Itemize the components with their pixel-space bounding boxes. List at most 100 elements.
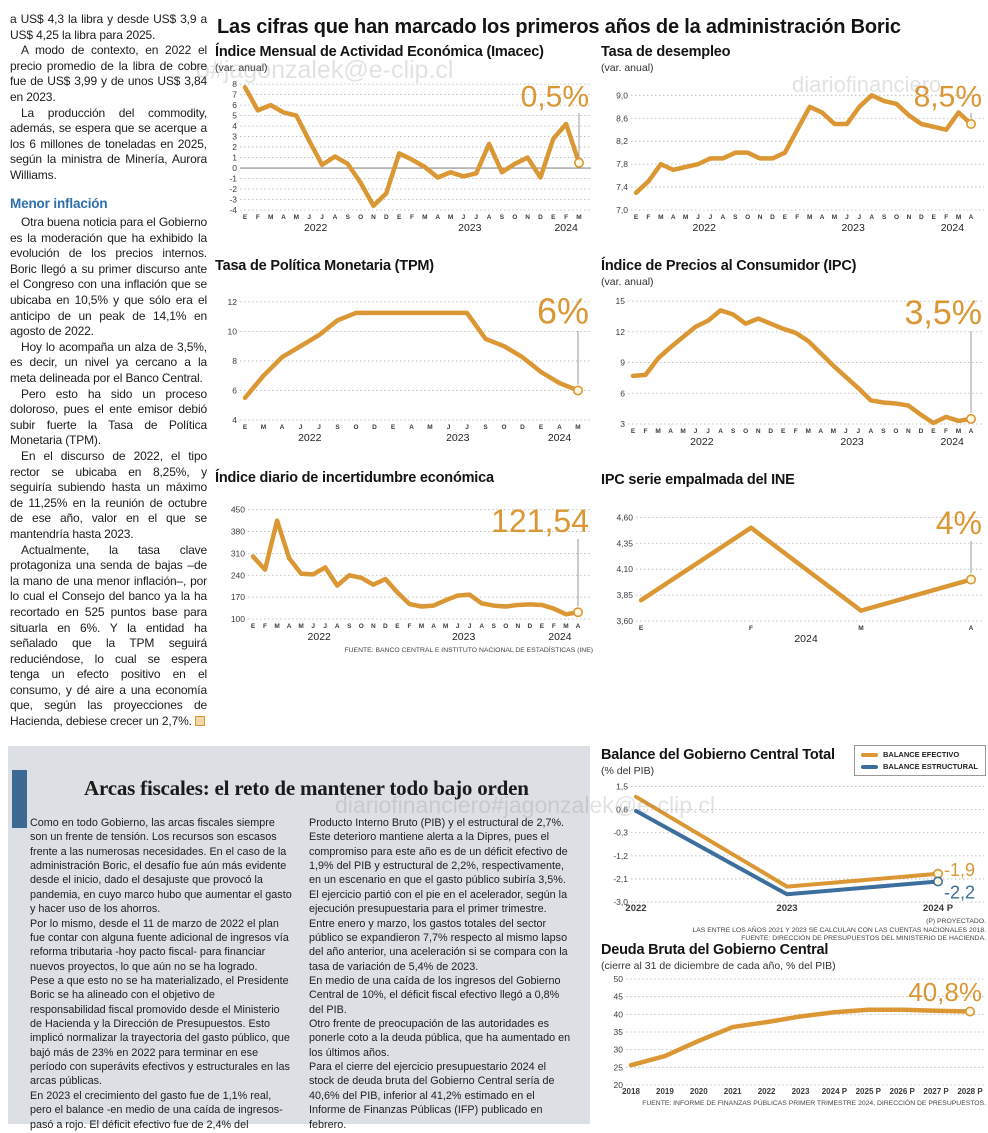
- svg-text:O: O: [358, 214, 363, 221]
- svg-text:35: 35: [614, 1027, 624, 1037]
- svg-text:E: E: [243, 424, 248, 431]
- svg-text:F: F: [552, 623, 556, 630]
- svg-text:S: S: [492, 623, 497, 630]
- svg-text:M: M: [658, 214, 663, 221]
- paragraph: Pero esto ha sido un proceso doloroso, p…: [10, 386, 207, 448]
- svg-text:A: A: [969, 428, 974, 435]
- svg-text:J: J: [845, 214, 849, 221]
- svg-text:D: D: [384, 214, 389, 221]
- svg-text:240: 240: [231, 570, 245, 580]
- svg-text:7,4: 7,4: [616, 182, 628, 192]
- svg-text:J: J: [465, 424, 469, 431]
- paragraph: En medio de una caída de los ingresos de…: [309, 974, 561, 1016]
- svg-text:E: E: [395, 623, 400, 630]
- svg-text:2026 P: 2026 P: [890, 1087, 916, 1096]
- svg-text:-1,9: -1,9: [944, 859, 975, 879]
- chart-title: Índice Mensual de Actividad Económica (I…: [215, 44, 544, 60]
- paragraph: Otro frente de preocupación de las autor…: [309, 1018, 571, 1059]
- svg-text:N: N: [758, 214, 763, 221]
- svg-text:0: 0: [232, 163, 237, 173]
- svg-text:2024: 2024: [554, 222, 578, 234]
- svg-text:7,8: 7,8: [616, 159, 628, 169]
- svg-text:D: D: [770, 214, 775, 221]
- svg-text:N: N: [371, 623, 376, 630]
- legend-swatch-orange: [861, 752, 878, 757]
- svg-text:N: N: [371, 214, 376, 221]
- svg-text:N: N: [756, 428, 761, 435]
- chart-imacec: Índice Mensual de Actividad Económica (I…: [215, 44, 593, 237]
- svg-text:7,0: 7,0: [616, 205, 628, 215]
- svg-text:-2,2: -2,2: [944, 882, 975, 902]
- svg-text:F: F: [646, 214, 650, 221]
- svg-text:0,6: 0,6: [616, 804, 628, 814]
- paragraph: Otra buena noticia para el Gobierno es l…: [10, 215, 207, 339]
- svg-text:4,60: 4,60: [616, 512, 633, 522]
- section-accent-bar: [12, 770, 27, 828]
- svg-text:J: J: [709, 214, 713, 221]
- chart-subtitle: (var. anual): [601, 275, 654, 288]
- svg-text:S: S: [731, 428, 736, 435]
- svg-text:2022: 2022: [308, 631, 332, 643]
- svg-text:J: J: [462, 214, 466, 221]
- svg-text:D: D: [528, 623, 533, 630]
- svg-text:2022: 2022: [304, 222, 328, 234]
- svg-text:J: J: [468, 623, 472, 630]
- svg-text:-0,3: -0,3: [613, 827, 628, 837]
- svg-text:F: F: [564, 214, 568, 221]
- svg-text:J: J: [311, 623, 315, 630]
- section-text-column-1: Como en todo Gobierno, las arcas fiscale…: [30, 816, 293, 1132]
- svg-text:1,5: 1,5: [616, 781, 628, 791]
- svg-text:2018: 2018: [622, 1087, 640, 1096]
- svg-text:2024: 2024: [941, 436, 965, 448]
- svg-text:2024: 2024: [548, 432, 572, 444]
- svg-text:N: N: [515, 623, 520, 630]
- svg-text:D: D: [383, 623, 388, 630]
- svg-text:M: M: [831, 428, 836, 435]
- svg-text:F: F: [263, 623, 267, 630]
- svg-text:170: 170: [231, 592, 245, 602]
- svg-text:-3: -3: [229, 194, 237, 204]
- chart-desempleo: Tasa de desempleo (var. anual) 9,0 8,6 8,2…: [601, 44, 986, 237]
- svg-text:40: 40: [614, 1009, 624, 1019]
- svg-text:M: M: [261, 424, 266, 431]
- svg-text:A: A: [668, 428, 673, 435]
- svg-text:1: 1: [232, 152, 237, 162]
- svg-text:0,5%: 0,5%: [521, 80, 589, 113]
- svg-text:J: J: [858, 214, 862, 221]
- svg-text:O: O: [743, 428, 748, 435]
- svg-text:J: J: [474, 214, 478, 221]
- svg-text:A: A: [287, 623, 292, 630]
- chart-title: Tasa de desempleo: [601, 44, 731, 60]
- svg-text:S: S: [881, 428, 886, 435]
- chart-title: Índice diario de incertidumbre económica: [215, 470, 494, 486]
- chart-incertidumbre: Índice diario de incertidumbre económica…: [215, 470, 593, 654]
- chart-subtitle: (var. anual): [215, 61, 268, 74]
- svg-text:E: E: [781, 428, 786, 435]
- svg-text:O: O: [745, 214, 750, 221]
- svg-text:3: 3: [232, 131, 237, 141]
- svg-text:A: A: [280, 424, 285, 431]
- svg-text:E: E: [639, 625, 644, 632]
- paragraph: Producto Interno Bruto (PIB) y el estruc…: [309, 817, 568, 887]
- chart-legend: BALANCE EFECTIVO BALANCE ESTRUCTURAL: [854, 745, 986, 776]
- chart-footnotes: (P) PROYECTADO. LAS ENTRE LOS AÑOS 2021 Y…: [601, 918, 986, 944]
- paragraph: LAS ENTRE LOS AÑOS 2021 Y 2023 SE CALCUL…: [692, 926, 986, 934]
- svg-text:S: S: [346, 214, 351, 221]
- page-title: Las cifras que han marcado los primeros …: [217, 16, 901, 38]
- section-text-column-2: Producto Interno Bruto (PIB) y el estruc…: [309, 816, 572, 1132]
- svg-text:450: 450: [231, 504, 245, 514]
- article-subheading: Menor inflación: [10, 195, 108, 211]
- legend-label: BALANCE ESTRUCTURAL: [883, 762, 978, 771]
- svg-text:A: A: [431, 623, 436, 630]
- svg-text:J: J: [299, 424, 303, 431]
- svg-text:M: M: [268, 214, 273, 221]
- svg-text:6: 6: [232, 100, 237, 110]
- svg-text:F: F: [410, 214, 414, 221]
- svg-text:-1,2: -1,2: [613, 850, 628, 860]
- svg-text:M: M: [422, 214, 427, 221]
- svg-text:3: 3: [620, 419, 625, 429]
- svg-text:A: A: [869, 428, 874, 435]
- svg-text:A: A: [333, 214, 338, 221]
